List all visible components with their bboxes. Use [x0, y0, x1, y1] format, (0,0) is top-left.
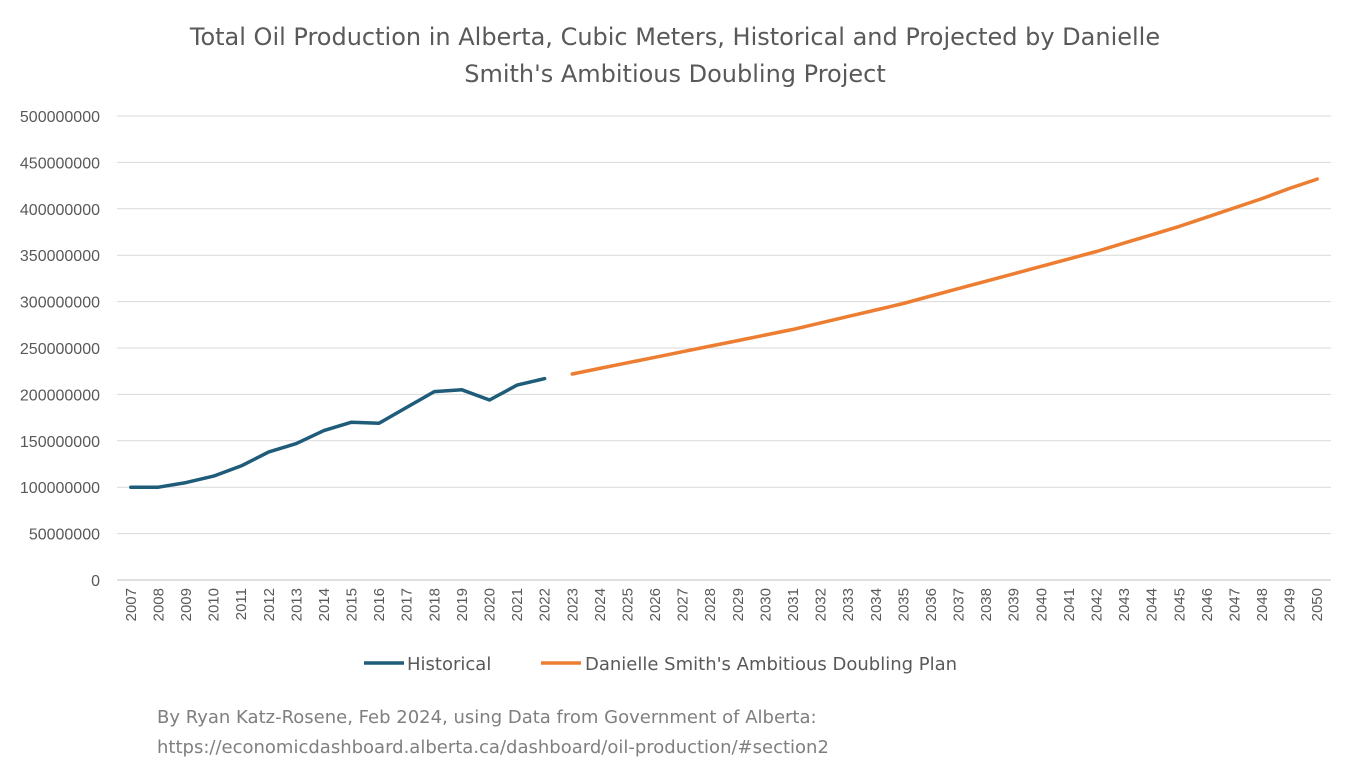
y-tick-label: 250000000 — [20, 341, 100, 358]
x-tick-label: 2034 — [868, 588, 885, 621]
x-tick-label: 2022 — [537, 588, 554, 621]
y-tick-label: 100000000 — [20, 480, 100, 497]
legend-label-historical: Historical — [407, 654, 491, 675]
x-tick-label: 2045 — [1171, 588, 1188, 621]
y-tick-label: 350000000 — [20, 248, 100, 265]
x-tick-label: 2027 — [675, 588, 692, 621]
x-tick-label: 2030 — [757, 588, 774, 621]
series-line-historical — [129, 376, 547, 489]
x-tick-label: 2044 — [1144, 588, 1161, 621]
x-tick-label: 2021 — [509, 588, 526, 621]
y-axis: 0 50000000 100000000 150000000 200000000 2500… — [20, 109, 100, 590]
x-tick-label: 2023 — [564, 588, 581, 621]
series-line-doubling-plan — [570, 177, 1319, 376]
y-tick-label: 450000000 — [20, 155, 100, 172]
credit-line-author: By Ryan Katz-Rosene, Feb 2024, using Dat… — [157, 707, 817, 728]
y-tick-label: 200000000 — [20, 387, 100, 404]
x-tick-label: 2036 — [923, 588, 940, 621]
credit-line-source-url[interactable]: https://economicdashboard.alberta.ca/das… — [157, 737, 829, 758]
chart-title-line-2: Smith's Ambitious Doubling Project — [464, 60, 886, 88]
x-tick-label: 2020 — [481, 588, 498, 621]
legend[interactable]: Historical Danielle Smith's Ambitious Do… — [364, 654, 957, 675]
x-tick-label: 2039 — [1006, 588, 1023, 621]
legend-label-doubling-plan: Danielle Smith's Ambitious Doubling Plan — [585, 654, 957, 675]
x-tick-label: 2029 — [730, 588, 747, 621]
x-tick-label: 2013 — [288, 588, 305, 621]
y-tick-label: 400000000 — [20, 202, 100, 219]
x-tick-label: 2007 — [123, 588, 140, 621]
y-tick-label: 0 — [91, 573, 100, 590]
x-tick-label: 2035 — [895, 588, 912, 621]
x-tick-label: 2010 — [206, 588, 223, 621]
x-tick-label: 2038 — [978, 588, 995, 621]
x-tick-label: 2016 — [371, 588, 388, 621]
series-lines — [129, 177, 1319, 489]
y-tick-label: 150000000 — [20, 434, 100, 451]
credit-note: By Ryan Katz-Rosene, Feb 2024, using Dat… — [157, 703, 829, 763]
x-tick-label: 2014 — [316, 588, 333, 621]
x-tick-label: 2042 — [1088, 588, 1105, 621]
x-tick-label: 2018 — [426, 588, 443, 621]
x-axis: 2007 2008 2009 2010 2011 2012 2013 2014 2015 2016… — [123, 588, 1326, 621]
chart-title-line-1: Total Oil Production in Alberta, Cubic M… — [189, 23, 1160, 51]
y-tick-label: 300000000 — [20, 295, 100, 312]
x-tick-label: 2015 — [344, 588, 361, 621]
x-tick-label: 2012 — [261, 588, 278, 621]
gridlines — [117, 115, 1331, 581]
x-tick-label: 2048 — [1254, 588, 1271, 621]
x-tick-label: 2025 — [619, 588, 636, 621]
x-tick-label: 2024 — [592, 588, 609, 621]
y-tick-label: 500000000 — [20, 109, 100, 126]
x-tick-label: 2032 — [813, 588, 830, 621]
x-tick-label: 2031 — [785, 588, 802, 621]
x-tick-label: 2046 — [1199, 588, 1216, 621]
y-tick-label: 50000000 — [29, 527, 100, 544]
x-tick-label: 2040 — [1033, 588, 1050, 621]
x-tick-label: 2019 — [454, 588, 471, 621]
x-tick-label: 2049 — [1282, 588, 1299, 621]
x-tick-label: 2028 — [702, 588, 719, 621]
x-tick-label: 2033 — [840, 588, 857, 621]
x-tick-label: 2047 — [1226, 588, 1243, 621]
x-tick-label: 2017 — [399, 588, 416, 621]
x-tick-label: 2009 — [178, 588, 195, 621]
x-tick-label: 2050 — [1309, 588, 1326, 621]
x-tick-label: 2043 — [1116, 588, 1133, 621]
x-tick-label: 2008 — [150, 588, 167, 621]
x-tick-label: 2011 — [233, 588, 250, 620]
x-tick-label: 2041 — [1061, 588, 1078, 621]
x-tick-label: 2026 — [647, 588, 664, 621]
x-tick-label: 2037 — [951, 588, 968, 621]
